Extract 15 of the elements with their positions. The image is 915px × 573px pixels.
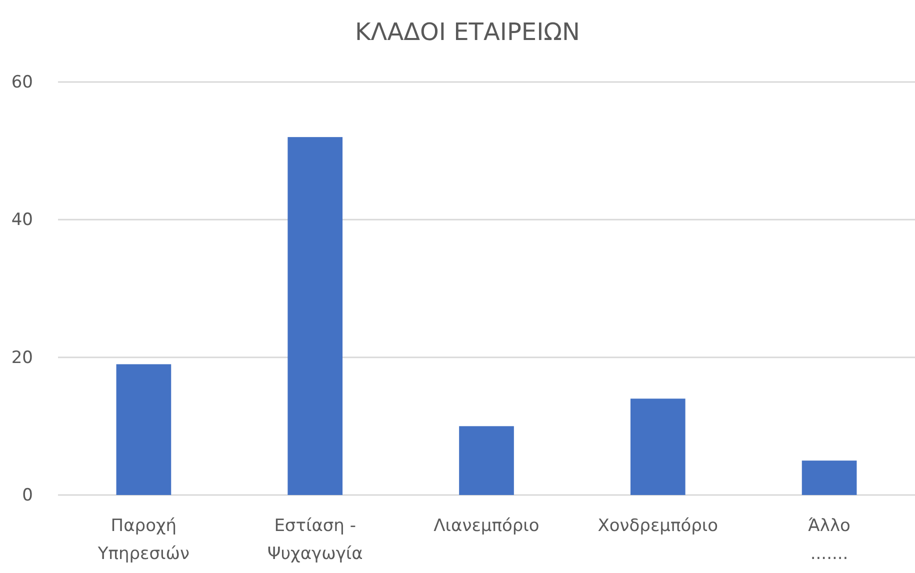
x-tick-label: Παροχή Υπηρεσιών	[96, 516, 190, 564]
y-tick-label: 40	[11, 210, 33, 230]
bar	[116, 364, 172, 495]
bar	[459, 426, 514, 495]
bar	[802, 460, 857, 495]
bar	[630, 398, 686, 495]
x-tick-label: Εστίαση - Ψυχαγωγία	[267, 516, 363, 564]
chart-title: ΚΛΑΔΟΙ ΕΤΑΙΡΕΙΩΝ	[355, 18, 580, 46]
x-tick-label: Λιανεμπόριο	[434, 516, 540, 536]
y-tick-label: 60	[11, 72, 33, 92]
x-tick-label: Χονδρεμπόριο	[598, 516, 718, 536]
bar	[288, 137, 343, 495]
y-tick-label: 0	[22, 485, 33, 506]
x-tick-label: Άλλο .......	[808, 516, 850, 564]
y-tick-label: 20	[11, 348, 33, 368]
